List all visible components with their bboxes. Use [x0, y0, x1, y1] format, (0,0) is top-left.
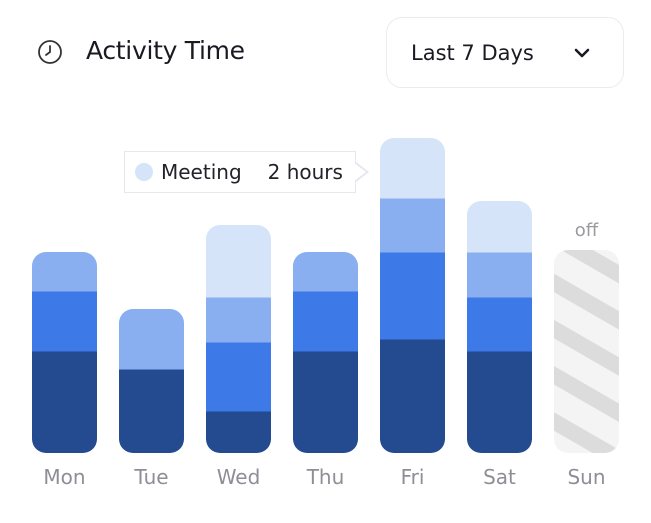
off-day-bar	[554, 250, 619, 453]
bar-segment-series-1[interactable]	[380, 339, 445, 454]
card-title: Activity Time	[86, 36, 245, 65]
bar-segment-meeting[interactable]	[380, 138, 445, 199]
bar-fri[interactable]	[380, 138, 445, 454]
bar-segment-series-2[interactable]	[293, 291, 358, 352]
bar-tue[interactable]	[119, 309, 184, 454]
bar-segment-series-3[interactable]	[380, 198, 445, 253]
date-range-select[interactable]: Last 7 Days	[386, 17, 624, 88]
meeting-legend-dot	[135, 163, 153, 181]
bar-segment-series-3[interactable]	[206, 297, 271, 343]
bar-segment-series-2[interactable]	[380, 252, 445, 340]
bar-segment-series-3[interactable]	[32, 252, 97, 292]
tooltip-arrow	[354, 161, 369, 183]
bar-thu[interactable]	[293, 252, 358, 454]
bar-segment-series-1[interactable]	[32, 351, 97, 454]
tooltip-value: 2 hours	[267, 160, 343, 184]
tooltip-series: Meeting	[161, 160, 242, 184]
bar-segment-series-1[interactable]	[206, 411, 271, 454]
x-tick-label: Fri	[401, 465, 425, 489]
bar-wed[interactable]	[206, 225, 271, 454]
x-tick-label: Wed	[217, 465, 261, 489]
x-tick-label: Mon	[43, 465, 85, 489]
bar-segment-series-2[interactable]	[206, 342, 271, 412]
bar-segment-series-3[interactable]	[467, 252, 532, 298]
clock-icon	[38, 40, 62, 64]
bar-segment-series-2[interactable]	[32, 291, 97, 352]
bar-segment-meeting[interactable]	[206, 225, 271, 298]
bar-segment-meeting[interactable]	[467, 201, 532, 253]
chevron-down-icon	[574, 48, 590, 58]
bar-mon[interactable]	[32, 252, 97, 454]
bar-segment-series-1[interactable]	[119, 369, 184, 454]
x-tick-label: Sat	[483, 465, 516, 489]
date-range-value: Last 7 Days	[411, 40, 534, 65]
bar-segment-series-3[interactable]	[293, 252, 358, 292]
bar-segment-series-1[interactable]	[467, 351, 532, 454]
bar-segment-series-1[interactable]	[293, 351, 358, 454]
chart-tooltip: Meeting 2 hours	[124, 151, 356, 193]
bar-sun[interactable]	[554, 250, 619, 453]
x-tick-label: Sun	[567, 465, 605, 489]
bar-segment-series-3[interactable]	[119, 309, 184, 370]
x-tick-label: Thu	[306, 465, 345, 489]
bar-segment-series-2[interactable]	[467, 297, 532, 352]
bar-sat[interactable]	[467, 201, 532, 454]
off-label: off	[575, 220, 599, 241]
x-tick-label: Tue	[133, 465, 168, 489]
